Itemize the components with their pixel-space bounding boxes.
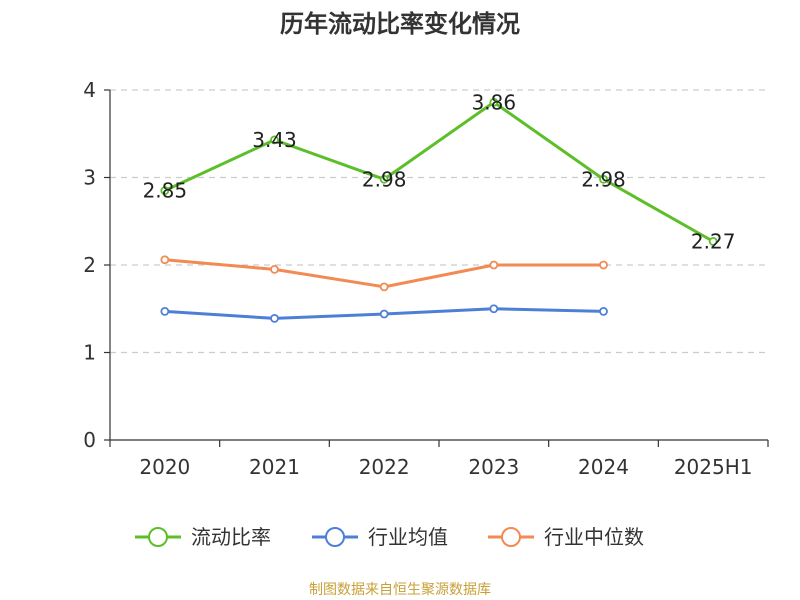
legend-swatch-marker [325, 527, 345, 547]
x-tick-label: 2023 [468, 455, 519, 479]
series-line [164, 100, 714, 243]
series-point [599, 306, 608, 316]
series-point [489, 304, 499, 314]
data-label: 3.43 [252, 128, 297, 152]
legend-label: 行业中位数 [544, 525, 644, 549]
series-point [599, 260, 608, 270]
legend-label: 流动比率 [191, 525, 271, 549]
data-label: 2.27 [691, 229, 736, 253]
legend: 流动比率 行业均值 行业中位数 [135, 525, 644, 549]
y-tick-label: 0 [83, 428, 96, 452]
series-point [379, 309, 389, 319]
x-tick-label: 2021 [249, 455, 300, 479]
data-label: 2.85 [143, 179, 188, 203]
series-point [599, 174, 608, 184]
data-labels: 2.85 3.43 2.98 3.86 2.98 2.27 [143, 90, 736, 253]
y-tick-label: 3 [83, 166, 96, 190]
data-label: 3.86 [472, 90, 517, 114]
series-point [489, 97, 499, 107]
x-tick-label: 2024 [578, 455, 629, 479]
series-layer [160, 97, 718, 323]
chart-title: 历年流动比率变化情况 [280, 10, 520, 38]
x-tick-label: 2025H1 [674, 455, 753, 479]
series-point [708, 236, 718, 246]
series-point [160, 255, 170, 265]
data-label: 2.98 [362, 167, 407, 191]
legend-swatch-marker [501, 527, 521, 547]
series-point [379, 174, 389, 184]
x-tick-label: 2022 [359, 455, 410, 479]
legend-label: 行业均值 [368, 525, 448, 549]
data-label: 2.98 [581, 167, 626, 191]
y-tick-label: 1 [83, 341, 96, 365]
y-tick-label: 4 [83, 78, 96, 102]
legend-swatch-marker [148, 527, 168, 547]
series-point [270, 135, 279, 145]
series-point [379, 282, 389, 292]
source-note: 制图数据来自恒生聚源数据库 [309, 582, 491, 598]
y-tick-label: 2 [83, 253, 96, 277]
x-tick-label: 2020 [139, 455, 190, 479]
axes: 0 1 2 3 4 2020 2021 2022 2023 2024 2025H1 [83, 78, 769, 479]
series-point [160, 186, 170, 196]
series-point [489, 260, 499, 270]
series-point [270, 313, 279, 323]
series-point [160, 306, 170, 316]
series-point [270, 264, 279, 274]
